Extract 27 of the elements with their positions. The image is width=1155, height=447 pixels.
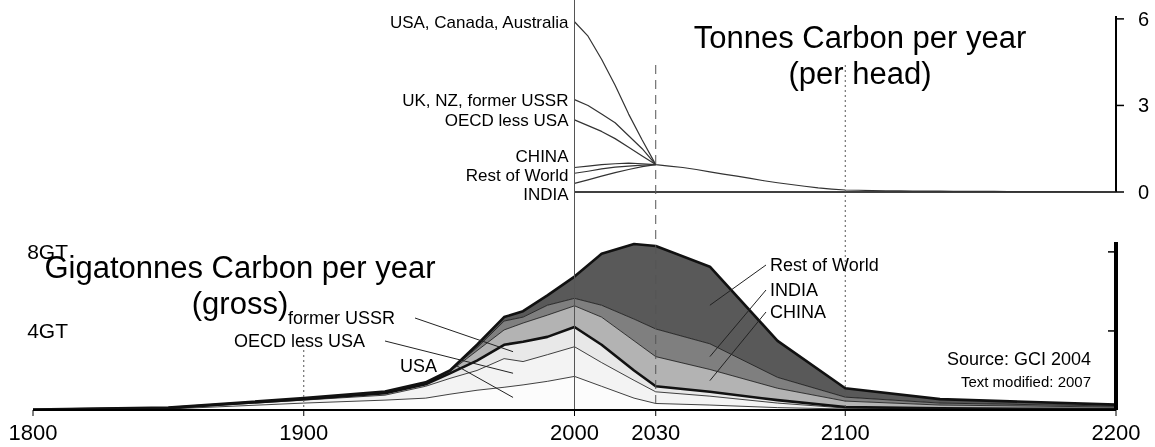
series-label: OECD less USA [444,110,570,130]
text: CHINA [770,302,827,322]
x-tick-label: 1800 [8,420,58,445]
text: OECD less USA [233,331,365,351]
text: (per head) [788,56,932,91]
y-tick-label: 3 [1138,94,1150,117]
series-label: Rest of World [465,165,569,185]
text: Rest of World [770,255,879,275]
text: former USSR [287,308,395,328]
y-tick-label: 4GT [27,318,69,342]
series-label: USA, Canada, Australia [389,12,570,32]
x-tick-label: 2030 [631,420,681,445]
series-label: USA [399,356,437,376]
x-tick-label: 2000 [550,420,599,445]
series-label: CHINA [515,146,570,166]
x-tick-label: 2100 [820,420,870,445]
text: (gross) [191,286,289,321]
annotation: Source: GCI 2004 [946,349,1091,369]
y-tick-label: 0 [1138,181,1150,203]
series-label: UK, NZ, former USSR [402,90,569,110]
y-tick-label: 6 [1138,7,1150,30]
chart-title: Tonnes Carbon per year [693,20,1027,55]
text: INDIA [770,280,819,300]
x-tick-label: 2200 [1091,420,1141,445]
annotation: Text modified: 2007 [960,373,1091,390]
series-label: INDIA [523,184,570,204]
x-tick-label: 1900 [279,420,329,445]
